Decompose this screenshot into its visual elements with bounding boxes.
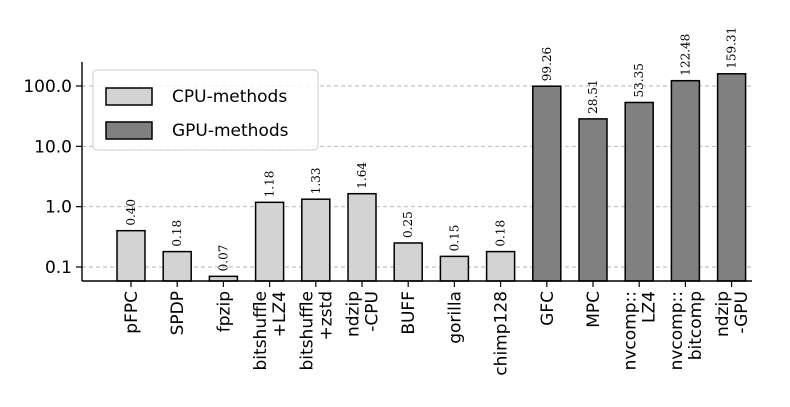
labels: 0.1 1.0 10.0 100.0 0.40 pFPC 0.18 SPDP 0.07 fpzip…	[23, 27, 752, 376]
legend-label: GPU-methods	[172, 121, 289, 141]
bar	[393, 242, 423, 282]
bar-value-label: 0.15	[447, 225, 461, 252]
x-tick-label: +LZ4	[270, 291, 290, 337]
bar	[716, 73, 747, 282]
x-tick-label: +zstd	[316, 291, 336, 340]
x-tick-label: bitshuffle	[251, 291, 271, 370]
bar	[578, 118, 608, 282]
bar-value-label: 99.26	[540, 47, 554, 81]
bar-value-label: 0.07	[216, 245, 230, 272]
bar-value-label: 0.18	[170, 220, 184, 247]
axes	[76, 62, 752, 287]
x-tick-label: nvcomp::	[621, 291, 641, 370]
legend: CPU-methods GPU-methods	[92, 69, 319, 151]
x-tick-label: -GPU	[732, 291, 752, 334]
y-tick-label: 1.0	[45, 198, 72, 218]
bar-value-label: 1.18	[263, 171, 277, 198]
x-tick-label: bitshuffle	[297, 291, 317, 370]
x-tick-label: pFPC	[122, 291, 142, 334]
bar-value-label: 1.64	[355, 162, 369, 189]
bar-value-label: 122.48	[678, 34, 692, 76]
bar	[254, 201, 285, 282]
bar	[485, 250, 516, 282]
bar-value-label: 0.18	[494, 220, 508, 247]
x-tick-label: chimp128	[492, 291, 512, 376]
y-tick-label: 0.1	[45, 258, 72, 278]
legend-swatch	[105, 121, 153, 140]
bar	[162, 250, 192, 282]
bar	[670, 79, 701, 282]
bar	[116, 229, 146, 282]
x-tick-label: bitcomp	[686, 291, 706, 360]
bar	[624, 101, 654, 282]
legend-label: CPU-methods	[172, 87, 287, 107]
y-tick-label: 100.0	[23, 77, 72, 97]
legend-swatch	[105, 87, 153, 106]
bar	[439, 255, 470, 282]
x-tick-label: nvcomp::	[667, 291, 687, 370]
x-tick-label: MPC	[584, 291, 604, 328]
x-tick-label: fpzip	[214, 291, 234, 332]
y-tick-label: 10.0	[34, 137, 72, 157]
bar	[532, 85, 562, 282]
bars	[116, 73, 747, 282]
x-tick-label: ndzip	[713, 291, 733, 337]
bar-value-label: 0.25	[401, 211, 415, 238]
x-tick-label: -CPU	[363, 291, 383, 332]
x-tick-label: BUFF	[399, 291, 419, 335]
x-tick-label: gorilla	[445, 291, 465, 344]
bar-value-label: 28.51	[586, 80, 600, 114]
x-tick-label: ndzip	[344, 291, 364, 337]
bar	[347, 192, 377, 282]
x-tick-label: LZ4	[640, 291, 660, 323]
bar-value-label: 53.35	[632, 63, 646, 97]
bar-value-label: 1.33	[309, 167, 323, 194]
x-tick-label: GFC	[538, 291, 558, 326]
bar-value-label: 159.31	[725, 27, 739, 69]
x-tick-label: SPDP	[168, 291, 188, 335]
bar-value-label: 0.40	[124, 199, 138, 226]
bar	[301, 198, 331, 282]
